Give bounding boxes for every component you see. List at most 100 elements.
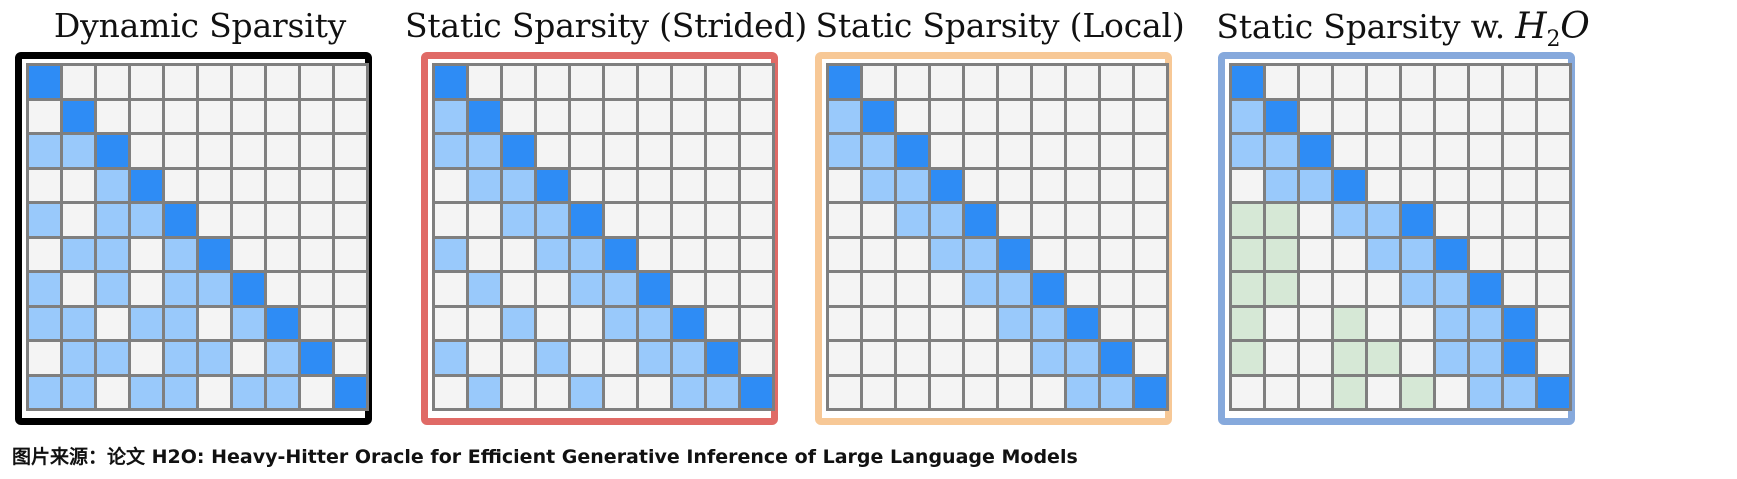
empty-cell [165,135,196,167]
empty-cell [1067,238,1098,270]
attended-cell [1436,342,1467,374]
empty-cell [673,273,704,305]
empty-cell [863,376,894,408]
attended-cell [605,307,636,339]
diagonal-cell [965,204,996,236]
empty-cell [1538,204,1569,236]
attended-cell [537,342,568,374]
empty-cell [829,238,860,270]
empty-cell [1300,273,1331,305]
panel-dynamic-sparsity: Dynamic Sparsity [15,0,385,430]
empty-cell [1504,100,1535,132]
empty-cell [165,100,196,132]
attended-cell [537,238,568,270]
attended-cell [1067,376,1098,408]
empty-cell [301,273,332,305]
attended-cell [63,307,94,339]
empty-cell [131,342,162,374]
empty-cell [863,273,894,305]
diagonal-cell [931,169,962,201]
attended-cell [1232,135,1263,167]
empty-cell [165,169,196,201]
attended-cell [267,342,298,374]
empty-cell [537,376,568,408]
diagonal-cell [1402,204,1433,236]
empty-cell [571,342,602,374]
empty-cell [1436,100,1467,132]
empty-cell [335,66,366,98]
empty-cell [1470,100,1501,132]
empty-cell [1067,100,1098,132]
attended-cell [63,238,94,270]
attended-cell [639,342,670,374]
empty-cell [1538,307,1569,339]
empty-cell [537,307,568,339]
attended-cell [863,169,894,201]
empty-cell [503,238,534,270]
diagonal-cell [63,100,94,132]
attended-cell [469,169,500,201]
empty-cell [571,307,602,339]
matrix-frame [1218,52,1575,425]
empty-cell [1033,100,1064,132]
diagonal-cell [1334,169,1365,201]
empty-cell [965,376,996,408]
attended-cell [1402,273,1433,305]
diagonal-cell [1436,238,1467,270]
empty-cell [1402,66,1433,98]
empty-cell [1436,376,1467,408]
panel-static-local: Static Sparsity (Local) [815,0,1185,430]
attended-cell [97,342,128,374]
source-caption: 图片来源：论文 H2O: Heavy-Hitter Oracle for Eff… [12,446,1078,468]
diagonal-cell [199,238,230,270]
empty-cell [1470,238,1501,270]
heavy-hitter-cell [1334,342,1365,374]
empty-cell [63,204,94,236]
empty-cell [1368,135,1399,167]
empty-cell [1266,307,1297,339]
empty-cell [1402,100,1433,132]
attention-grid [26,63,369,411]
heavy-hitter-cell [1334,376,1365,408]
attended-cell [829,100,860,132]
empty-cell [931,376,962,408]
empty-cell [999,204,1030,236]
diagonal-cell [267,307,298,339]
panel-title: Static Sparsity w. H2O [1178,6,1628,52]
empty-cell [639,135,670,167]
empty-cell [999,376,1030,408]
matrix-frame [421,52,778,425]
empty-cell [1135,169,1166,201]
attended-cell [1470,342,1501,374]
empty-cell [1232,169,1263,201]
attended-cell [1402,238,1433,270]
attended-cell [1436,273,1467,305]
empty-cell [469,238,500,270]
attended-cell [1232,100,1263,132]
empty-cell [741,238,772,270]
empty-cell [605,100,636,132]
empty-cell [829,307,860,339]
empty-cell [165,66,196,98]
empty-cell [999,169,1030,201]
empty-cell [63,169,94,201]
empty-cell [999,342,1030,374]
empty-cell [571,100,602,132]
attended-cell [605,273,636,305]
attended-cell [1470,307,1501,339]
empty-cell [233,204,264,236]
empty-cell [1101,238,1132,270]
empty-cell [335,169,366,201]
attended-cell [165,273,196,305]
empty-cell [267,66,298,98]
empty-cell [301,66,332,98]
empty-cell [1135,204,1166,236]
diagonal-cell [897,135,928,167]
attended-cell [435,100,466,132]
attended-cell [571,238,602,270]
empty-cell [1368,307,1399,339]
empty-cell [233,66,264,98]
empty-cell [1504,238,1535,270]
empty-cell [1033,238,1064,270]
empty-cell [673,135,704,167]
